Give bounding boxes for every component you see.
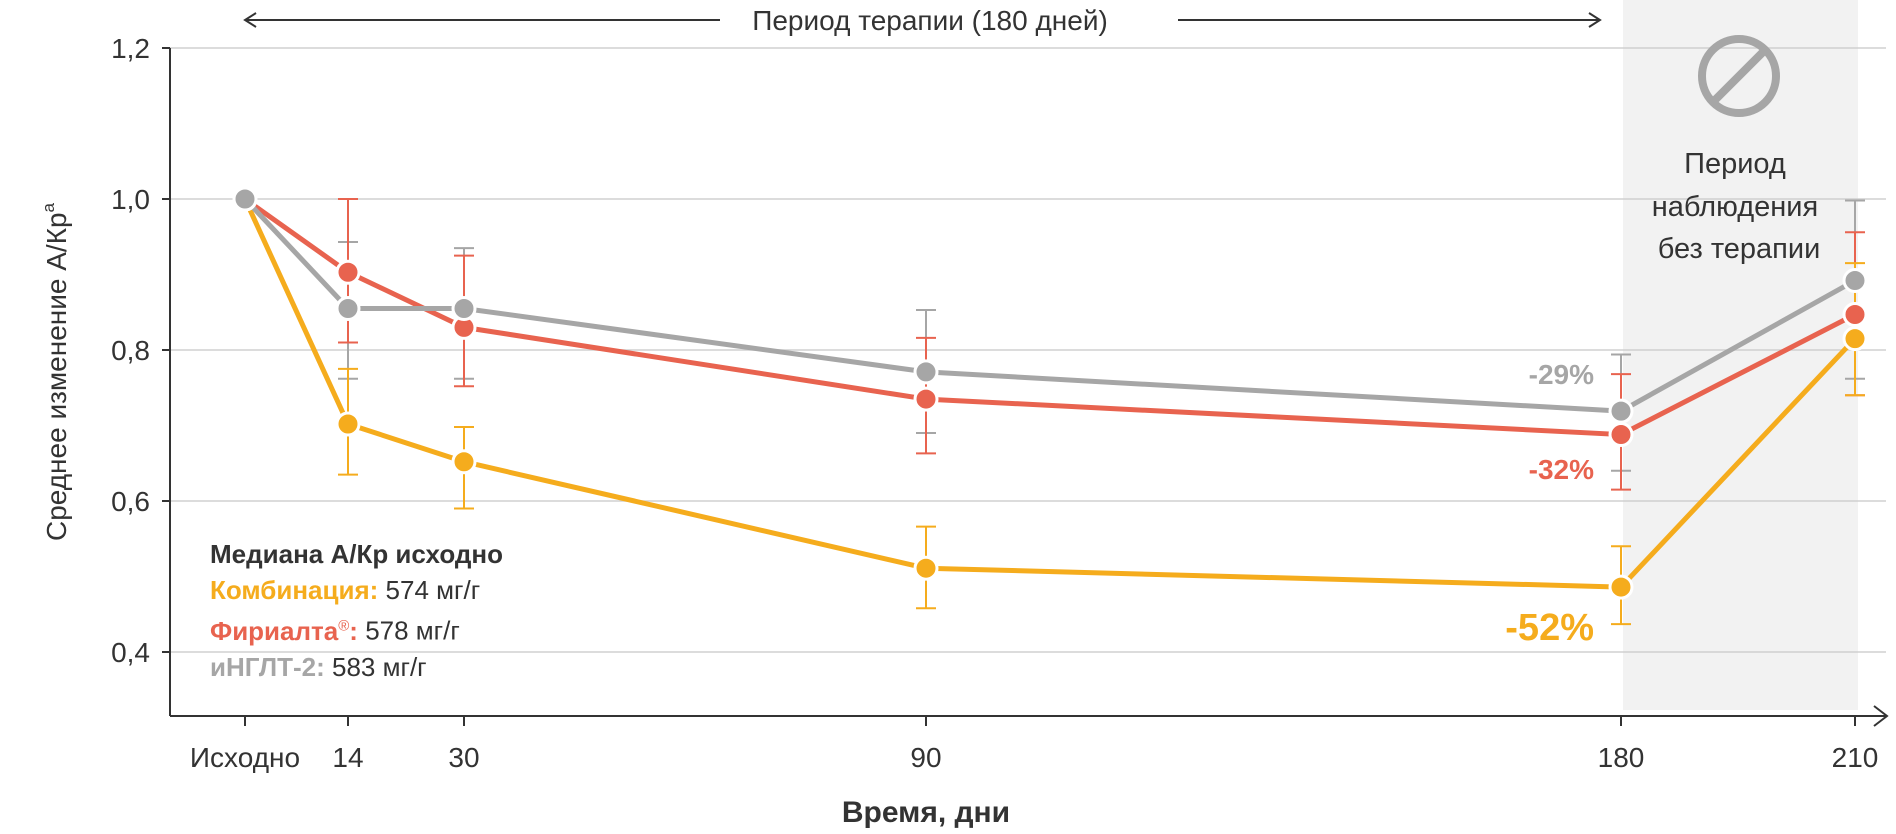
observation-period-label: Период наблюдения без терапии bbox=[1652, 148, 1827, 265]
x-tick-label: 90 bbox=[910, 742, 941, 773]
y-tick-label: 0,6 bbox=[111, 486, 150, 517]
therapy-period-indicator: Период терапии (180 дней) bbox=[243, 5, 1602, 36]
x-axis-label: Время, дни bbox=[842, 796, 1010, 829]
legend-item-name: Комбинация: bbox=[210, 575, 379, 605]
legend-item-value: 578 мг/г bbox=[365, 615, 460, 646]
observation-period-region bbox=[1623, 0, 1858, 710]
no-therapy-icon bbox=[1698, 35, 1780, 117]
y-tick-label: 1,2 bbox=[111, 33, 150, 64]
y-ticks: 0,4 0,6 0,8 1,0 1,2 bbox=[111, 33, 170, 668]
y-tick-label: 1,0 bbox=[111, 184, 150, 215]
x-tick-label: 14 bbox=[332, 742, 363, 773]
grid-lines bbox=[170, 47, 1886, 653]
data-point bbox=[1608, 398, 1634, 424]
y-axis-label: Среднее изменение А/Крa bbox=[39, 202, 72, 541]
data-point bbox=[1842, 302, 1868, 328]
data-point bbox=[913, 555, 939, 581]
data-point bbox=[1842, 268, 1868, 294]
series-line bbox=[243, 197, 1857, 414]
x-tick-label: 210 bbox=[1832, 742, 1879, 773]
data-point bbox=[335, 295, 361, 321]
x-tick-label: Исходно bbox=[190, 742, 300, 773]
legend-title: Медиана А/Кр исходно bbox=[210, 539, 503, 569]
legend-item-value: 574 мг/г bbox=[385, 575, 481, 605]
data-point bbox=[335, 411, 361, 437]
series-line bbox=[242, 197, 1857, 590]
data-point bbox=[1608, 574, 1634, 600]
legend-item-name: иНГЛТ-2: bbox=[210, 651, 325, 682]
data-point bbox=[232, 186, 258, 212]
data-point bbox=[1608, 422, 1634, 448]
x-ticks: Исходно 14 30 90 180 210 bbox=[190, 716, 1878, 773]
series-line bbox=[243, 196, 1857, 438]
change-annotation: -52% bbox=[1505, 607, 1594, 649]
legend-item-value: 583 мг/г bbox=[332, 651, 427, 682]
legend-item-combination: Комбинация: 574 мг/г bbox=[210, 572, 503, 608]
legend-item-name: Фириалта®: bbox=[210, 615, 358, 646]
legend-item-firialta: Фириалта®: 578 мг/г bbox=[210, 608, 503, 649]
data-point bbox=[1842, 326, 1868, 352]
annotations: -29% -32% -52% bbox=[1505, 359, 1594, 649]
data-point bbox=[335, 259, 361, 285]
x-tick-label: 180 bbox=[1598, 742, 1645, 773]
legend-item-sglt2: иНГЛТ-2: 583 мг/г bbox=[210, 649, 503, 685]
y-tick-label: 0,8 bbox=[111, 335, 150, 366]
change-annotation: -29% bbox=[1529, 359, 1594, 390]
data-point bbox=[913, 359, 939, 385]
legend: Медиана А/Кр исходно Комбинация: 574 мг/… bbox=[210, 536, 503, 685]
series-layer bbox=[232, 186, 1868, 626]
x-axis-arrow bbox=[1873, 705, 1889, 727]
data-point bbox=[913, 386, 939, 412]
y-tick-label: 0,4 bbox=[111, 637, 150, 668]
change-annotation: -32% bbox=[1529, 454, 1594, 485]
data-point bbox=[451, 295, 477, 321]
therapy-period-label: Период терапии (180 дней) bbox=[752, 5, 1108, 36]
data-point bbox=[451, 449, 477, 475]
x-tick-label: 30 bbox=[448, 742, 479, 773]
